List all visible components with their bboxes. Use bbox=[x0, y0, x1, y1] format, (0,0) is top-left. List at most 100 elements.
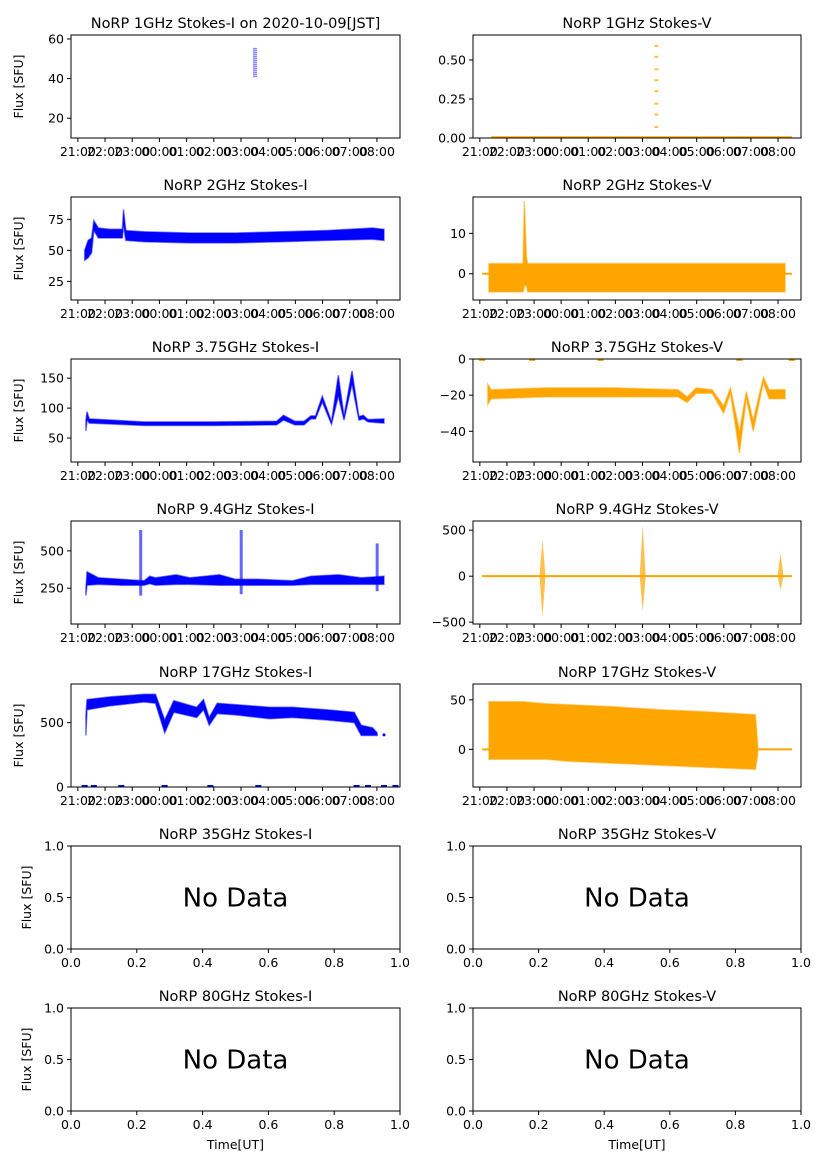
subplot-80ghz-v: NoRP 80GHz Stokes-V No Data 0.0 0.5 1.0 0.0 0.… bbox=[446, 989, 811, 1152]
data-point bbox=[252, 59, 257, 62]
x-tick-label: 00:00 bbox=[141, 306, 177, 321]
x-tick-label: 04:00 bbox=[652, 793, 688, 808]
data-point bbox=[479, 359, 486, 361]
x-tick-label: 21:00 bbox=[462, 793, 498, 808]
x-tick-label: 01:00 bbox=[169, 793, 205, 808]
y-tick-label: 250 bbox=[40, 581, 64, 596]
data-spike bbox=[539, 539, 546, 618]
x-tick-label: 06:00 bbox=[706, 630, 742, 645]
data-band bbox=[488, 701, 759, 770]
axes-frame bbox=[472, 196, 802, 301]
x-tick-label: 01:00 bbox=[570, 468, 606, 483]
data-layer bbox=[85, 529, 385, 596]
x-tick-label: 00:00 bbox=[543, 306, 579, 321]
y-tick-label: 0.50 bbox=[438, 52, 466, 67]
data-band bbox=[85, 693, 378, 737]
x-tick-label: 08:00 bbox=[760, 306, 796, 321]
x-tick-label: 04:00 bbox=[652, 144, 688, 159]
x-tick-label: 21:00 bbox=[462, 630, 498, 645]
data-point bbox=[252, 75, 257, 78]
data-point bbox=[252, 73, 257, 76]
x-tick-label: 08:00 bbox=[359, 306, 395, 321]
x-tick-label: 04:00 bbox=[652, 468, 688, 483]
data-point bbox=[392, 785, 399, 787]
y-tick-label: 10 bbox=[450, 226, 466, 241]
data-layer bbox=[85, 370, 385, 431]
x-tick-label: 01:00 bbox=[169, 306, 205, 321]
subplot-1ghz-v: NoRP 1GHz Stokes-V 0.00 0.25 0.50 21:0022:00… bbox=[438, 16, 802, 159]
y-tick-label: 0 bbox=[458, 742, 466, 757]
x-axis-label: Time[UT] bbox=[206, 1137, 264, 1152]
axes-frame bbox=[472, 520, 802, 625]
y-tick-label: 0.0 bbox=[44, 1104, 64, 1119]
subplot-9p4ghz-i: NoRP 9.4GHz Stokes-I 250 500 21:0022:0023:0… bbox=[11, 502, 401, 645]
data-layer bbox=[482, 701, 792, 770]
data-point bbox=[353, 785, 360, 787]
x-tick-label: 22:00 bbox=[489, 793, 525, 808]
x-tick-label: 0.0 bbox=[463, 1117, 483, 1132]
x-tick-label: 01:00 bbox=[169, 144, 205, 159]
x-tick-label: 22:00 bbox=[489, 630, 525, 645]
subplot-title: NoRP 1GHz Stokes-V bbox=[562, 16, 711, 32]
y-tick-label: −500 bbox=[432, 615, 466, 630]
x-tick-label: 07:00 bbox=[733, 468, 769, 483]
y-tick-label: 0.5 bbox=[44, 890, 64, 905]
x-tick-label: 04:00 bbox=[652, 306, 688, 321]
subplot-title: NoRP 9.4GHz Stokes-V bbox=[556, 502, 719, 518]
x-tick-label: 03:00 bbox=[223, 468, 259, 483]
y-tick-label: 50 bbox=[48, 431, 64, 446]
x-tick-label: 06:00 bbox=[305, 144, 341, 159]
x-tick-label: 21:00 bbox=[60, 630, 96, 645]
x-tick-label: 06:00 bbox=[706, 144, 742, 159]
x-tick-label: 05:00 bbox=[679, 144, 715, 159]
x-tick-label: 0.4 bbox=[594, 955, 614, 970]
x-tick-label: 0.2 bbox=[529, 1117, 549, 1132]
subplot-title: NoRP 35GHz Stokes-I bbox=[159, 827, 313, 843]
x-tick-label: 23:00 bbox=[516, 144, 552, 159]
data-point bbox=[252, 47, 257, 50]
x-tick-label: 00:00 bbox=[543, 468, 579, 483]
y-tick-label: 150 bbox=[40, 371, 64, 386]
x-tick-label: 0.2 bbox=[127, 1117, 147, 1132]
x-tick-label: 06:00 bbox=[706, 468, 742, 483]
y-axis-label: Flux [SFU] bbox=[11, 55, 26, 119]
y-tick-label: 25 bbox=[48, 274, 64, 289]
subplot-35ghz-v: NoRP 35GHz Stokes-V No Data 0.0 0.5 1.0 0.0 0.… bbox=[446, 827, 811, 970]
x-tick-label: 04:00 bbox=[250, 144, 286, 159]
data-spike bbox=[777, 553, 784, 590]
x-tick-label: 08:00 bbox=[760, 793, 796, 808]
data-layer bbox=[81, 693, 399, 787]
data-layer bbox=[252, 47, 257, 78]
subplot-17ghz-v: NoRP 17GHz Stokes-V 0 50 21:0022:0023:0000:… bbox=[450, 665, 802, 808]
x-tick-label: 21:00 bbox=[462, 306, 498, 321]
no-data-label: No Data bbox=[183, 884, 289, 914]
x-tick-label: 00:00 bbox=[141, 630, 177, 645]
x-tick-label: 23:00 bbox=[516, 793, 552, 808]
y-tick-label: 500 bbox=[442, 523, 466, 538]
x-tick-label: 03:00 bbox=[223, 144, 259, 159]
y-tick-label: 500 bbox=[40, 715, 64, 730]
subplot-35ghz-i: NoRP 35GHz Stokes-I No Data 0.0 0.5 1.0 0.0 0.… bbox=[19, 827, 410, 970]
x-tick-label: 0.4 bbox=[193, 1117, 213, 1132]
data-point bbox=[654, 79, 659, 82]
no-data-label: No Data bbox=[584, 884, 690, 914]
data-layer bbox=[479, 359, 795, 454]
data-point bbox=[597, 359, 604, 361]
subplot-title: NoRP 2GHz Stokes-I bbox=[163, 178, 307, 194]
x-tick-label: 0.8 bbox=[725, 1117, 745, 1132]
x-tick-label: 22:00 bbox=[87, 630, 123, 645]
data-layer bbox=[482, 525, 792, 618]
subplot-title: NoRP 80GHz Stokes-I bbox=[159, 989, 313, 1005]
data-point bbox=[118, 785, 125, 787]
y-tick-label: 0 bbox=[56, 780, 64, 795]
data-spike bbox=[639, 525, 646, 612]
x-tick-label: 23:00 bbox=[114, 793, 150, 808]
data-point bbox=[529, 359, 536, 361]
x-tick-label: 02:00 bbox=[597, 144, 633, 159]
subplot-title: NoRP 17GHz Stokes-I bbox=[159, 665, 313, 681]
x-tick-label: 0.8 bbox=[324, 1117, 344, 1132]
x-tick-label: 03:00 bbox=[223, 630, 259, 645]
x-tick-label: 05:00 bbox=[277, 144, 313, 159]
x-tick-label: 08:00 bbox=[359, 144, 395, 159]
